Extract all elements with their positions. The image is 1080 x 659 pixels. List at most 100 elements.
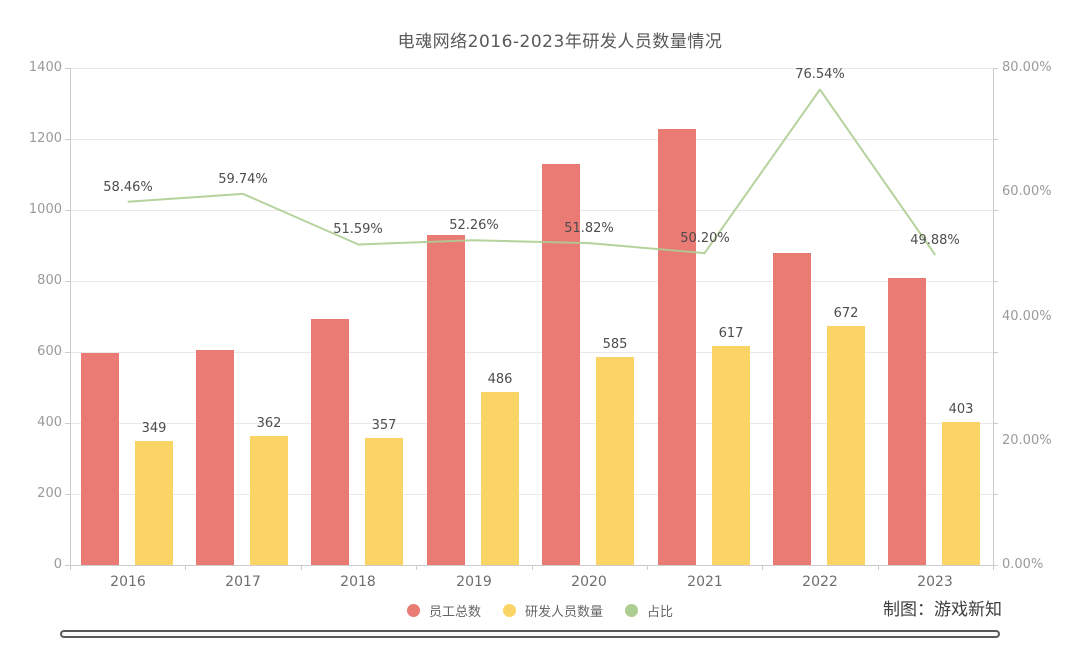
y-axis-tick-left — [65, 494, 70, 495]
total-employees-bar — [196, 350, 234, 565]
rd-personnel-bar — [250, 436, 288, 565]
gridline — [70, 139, 993, 140]
ratio-point-label: 51.59% — [333, 222, 383, 237]
y-axis-label-left: 200 — [37, 486, 62, 501]
y-axis-tick-right — [993, 281, 998, 282]
ratio-point-label: 51.82% — [564, 221, 614, 236]
y-axis-tick-right — [993, 494, 998, 495]
legend-item[interactable]: 员工总数 — [406, 601, 481, 620]
y-axis-label-left: 800 — [37, 273, 62, 288]
y-axis-tick-right — [993, 423, 998, 424]
bar-value-label: 362 — [256, 416, 282, 431]
y-axis-label-right: 0.00% — [1002, 557, 1044, 572]
y-axis-tick-right — [993, 565, 998, 566]
y-axis-tick-left — [65, 565, 70, 566]
ratio-point-label: 49.88% — [910, 233, 960, 248]
ratio-point-label: 50.20% — [680, 231, 730, 246]
bar-value-label: 617 — [718, 326, 744, 341]
rd-personnel-bar — [942, 422, 980, 565]
total-employees-bar — [427, 235, 465, 565]
x-axis-tick — [185, 565, 186, 570]
x-axis-tick — [878, 565, 879, 570]
y-axis-tick-right — [993, 352, 998, 353]
legend-item[interactable]: 占比 — [625, 601, 673, 620]
rd-personnel-bar — [712, 346, 750, 565]
y-axis-tick-right — [993, 210, 998, 211]
y-axis-label-right: 60.00% — [1002, 184, 1052, 199]
y-axis-label-left: 0 — [53, 557, 62, 572]
y-axis-label-left: 1400 — [28, 60, 62, 75]
ratio-point-label: 52.26% — [449, 218, 499, 233]
x-axis-tick — [416, 565, 417, 570]
y-axis-label-right: 80.00% — [1002, 60, 1052, 75]
x-axis-category-label: 2023 — [917, 574, 953, 590]
y-axis-tick-right — [993, 68, 998, 69]
x-axis-category-label: 2016 — [110, 574, 146, 590]
chart-title: 电魂网络2016-2023年研发人员数量情况 — [397, 32, 723, 52]
legend: 员工总数 研发人员数量 占比 — [0, 601, 1080, 620]
y-axis-label-right: 40.00% — [1002, 309, 1052, 324]
rd-personnel-bar — [365, 438, 403, 565]
total-employees-bar — [311, 319, 349, 565]
x-axis-tick — [70, 565, 71, 570]
x-axis-tick — [993, 565, 994, 570]
y-axis-tick-left — [65, 281, 70, 282]
ratio-point-label: 76.54% — [795, 67, 845, 82]
y-axis-tick-left — [65, 68, 70, 69]
x-axis-category-label: 2018 — [340, 574, 376, 590]
y-axis-line-left — [70, 68, 71, 565]
y-axis-tick-left — [65, 139, 70, 140]
gridline — [70, 494, 993, 495]
legend-dot-icon — [502, 604, 516, 617]
total-employees-bar — [888, 278, 926, 565]
bar-value-label: 357 — [371, 418, 397, 433]
x-axis-category-label: 2017 — [225, 574, 261, 590]
y-axis-tick-right — [993, 139, 998, 140]
bar-value-label: 585 — [602, 337, 628, 352]
x-axis-category-label: 2020 — [571, 574, 607, 590]
x-axis-tick — [532, 565, 533, 570]
y-axis-label-left: 400 — [37, 415, 62, 430]
bar-value-label: 672 — [833, 306, 859, 321]
y-axis-line-right — [993, 68, 994, 565]
total-employees-bar — [658, 129, 696, 565]
legend-label: 研发人员数量 — [524, 605, 603, 620]
x-axis-tick — [762, 565, 763, 570]
rd-personnel-bar — [827, 326, 865, 565]
total-employees-bar — [81, 353, 119, 565]
gridline — [70, 352, 993, 353]
x-axis-category-label: 2019 — [456, 574, 492, 590]
legend-label: 员工总数 — [428, 605, 481, 620]
y-axis-label-left: 600 — [37, 344, 62, 359]
y-axis-tick-left — [65, 352, 70, 353]
rd-personnel-bar — [481, 392, 519, 565]
ratio-point-label: 58.46% — [103, 180, 153, 195]
credit-text: 制图：游戏新知 — [883, 600, 1002, 620]
gridline — [70, 68, 993, 69]
legend-item[interactable]: 研发人员数量 — [502, 601, 603, 620]
x-axis-tick — [647, 565, 648, 570]
legend-dot-icon — [625, 604, 638, 617]
x-axis-tick — [301, 565, 302, 570]
x-axis-category-label: 2022 — [802, 574, 838, 590]
y-axis-tick-left — [65, 210, 70, 211]
bar-value-label: 486 — [487, 372, 513, 387]
rd-personnel-bar — [135, 441, 173, 565]
y-axis-label-left: 1000 — [28, 202, 62, 217]
x-axis-category-label: 2021 — [687, 574, 723, 590]
gridline — [70, 281, 993, 282]
gridline — [70, 423, 993, 424]
gridline — [70, 210, 993, 211]
x-axis-line — [70, 565, 993, 566]
y-axis-label-right: 20.00% — [1002, 433, 1052, 448]
legend-label: 占比 — [647, 605, 674, 620]
y-axis-label-left: 1200 — [28, 131, 62, 146]
ratio-point-label: 59.74% — [218, 172, 268, 187]
bar-value-label: 403 — [948, 402, 974, 417]
y-axis-tick-left — [65, 423, 70, 424]
bar-value-label: 349 — [141, 421, 167, 436]
rd-personnel-bar — [596, 357, 634, 565]
bottom-divider-bar — [60, 630, 1000, 638]
legend-dot-icon — [406, 604, 420, 617]
